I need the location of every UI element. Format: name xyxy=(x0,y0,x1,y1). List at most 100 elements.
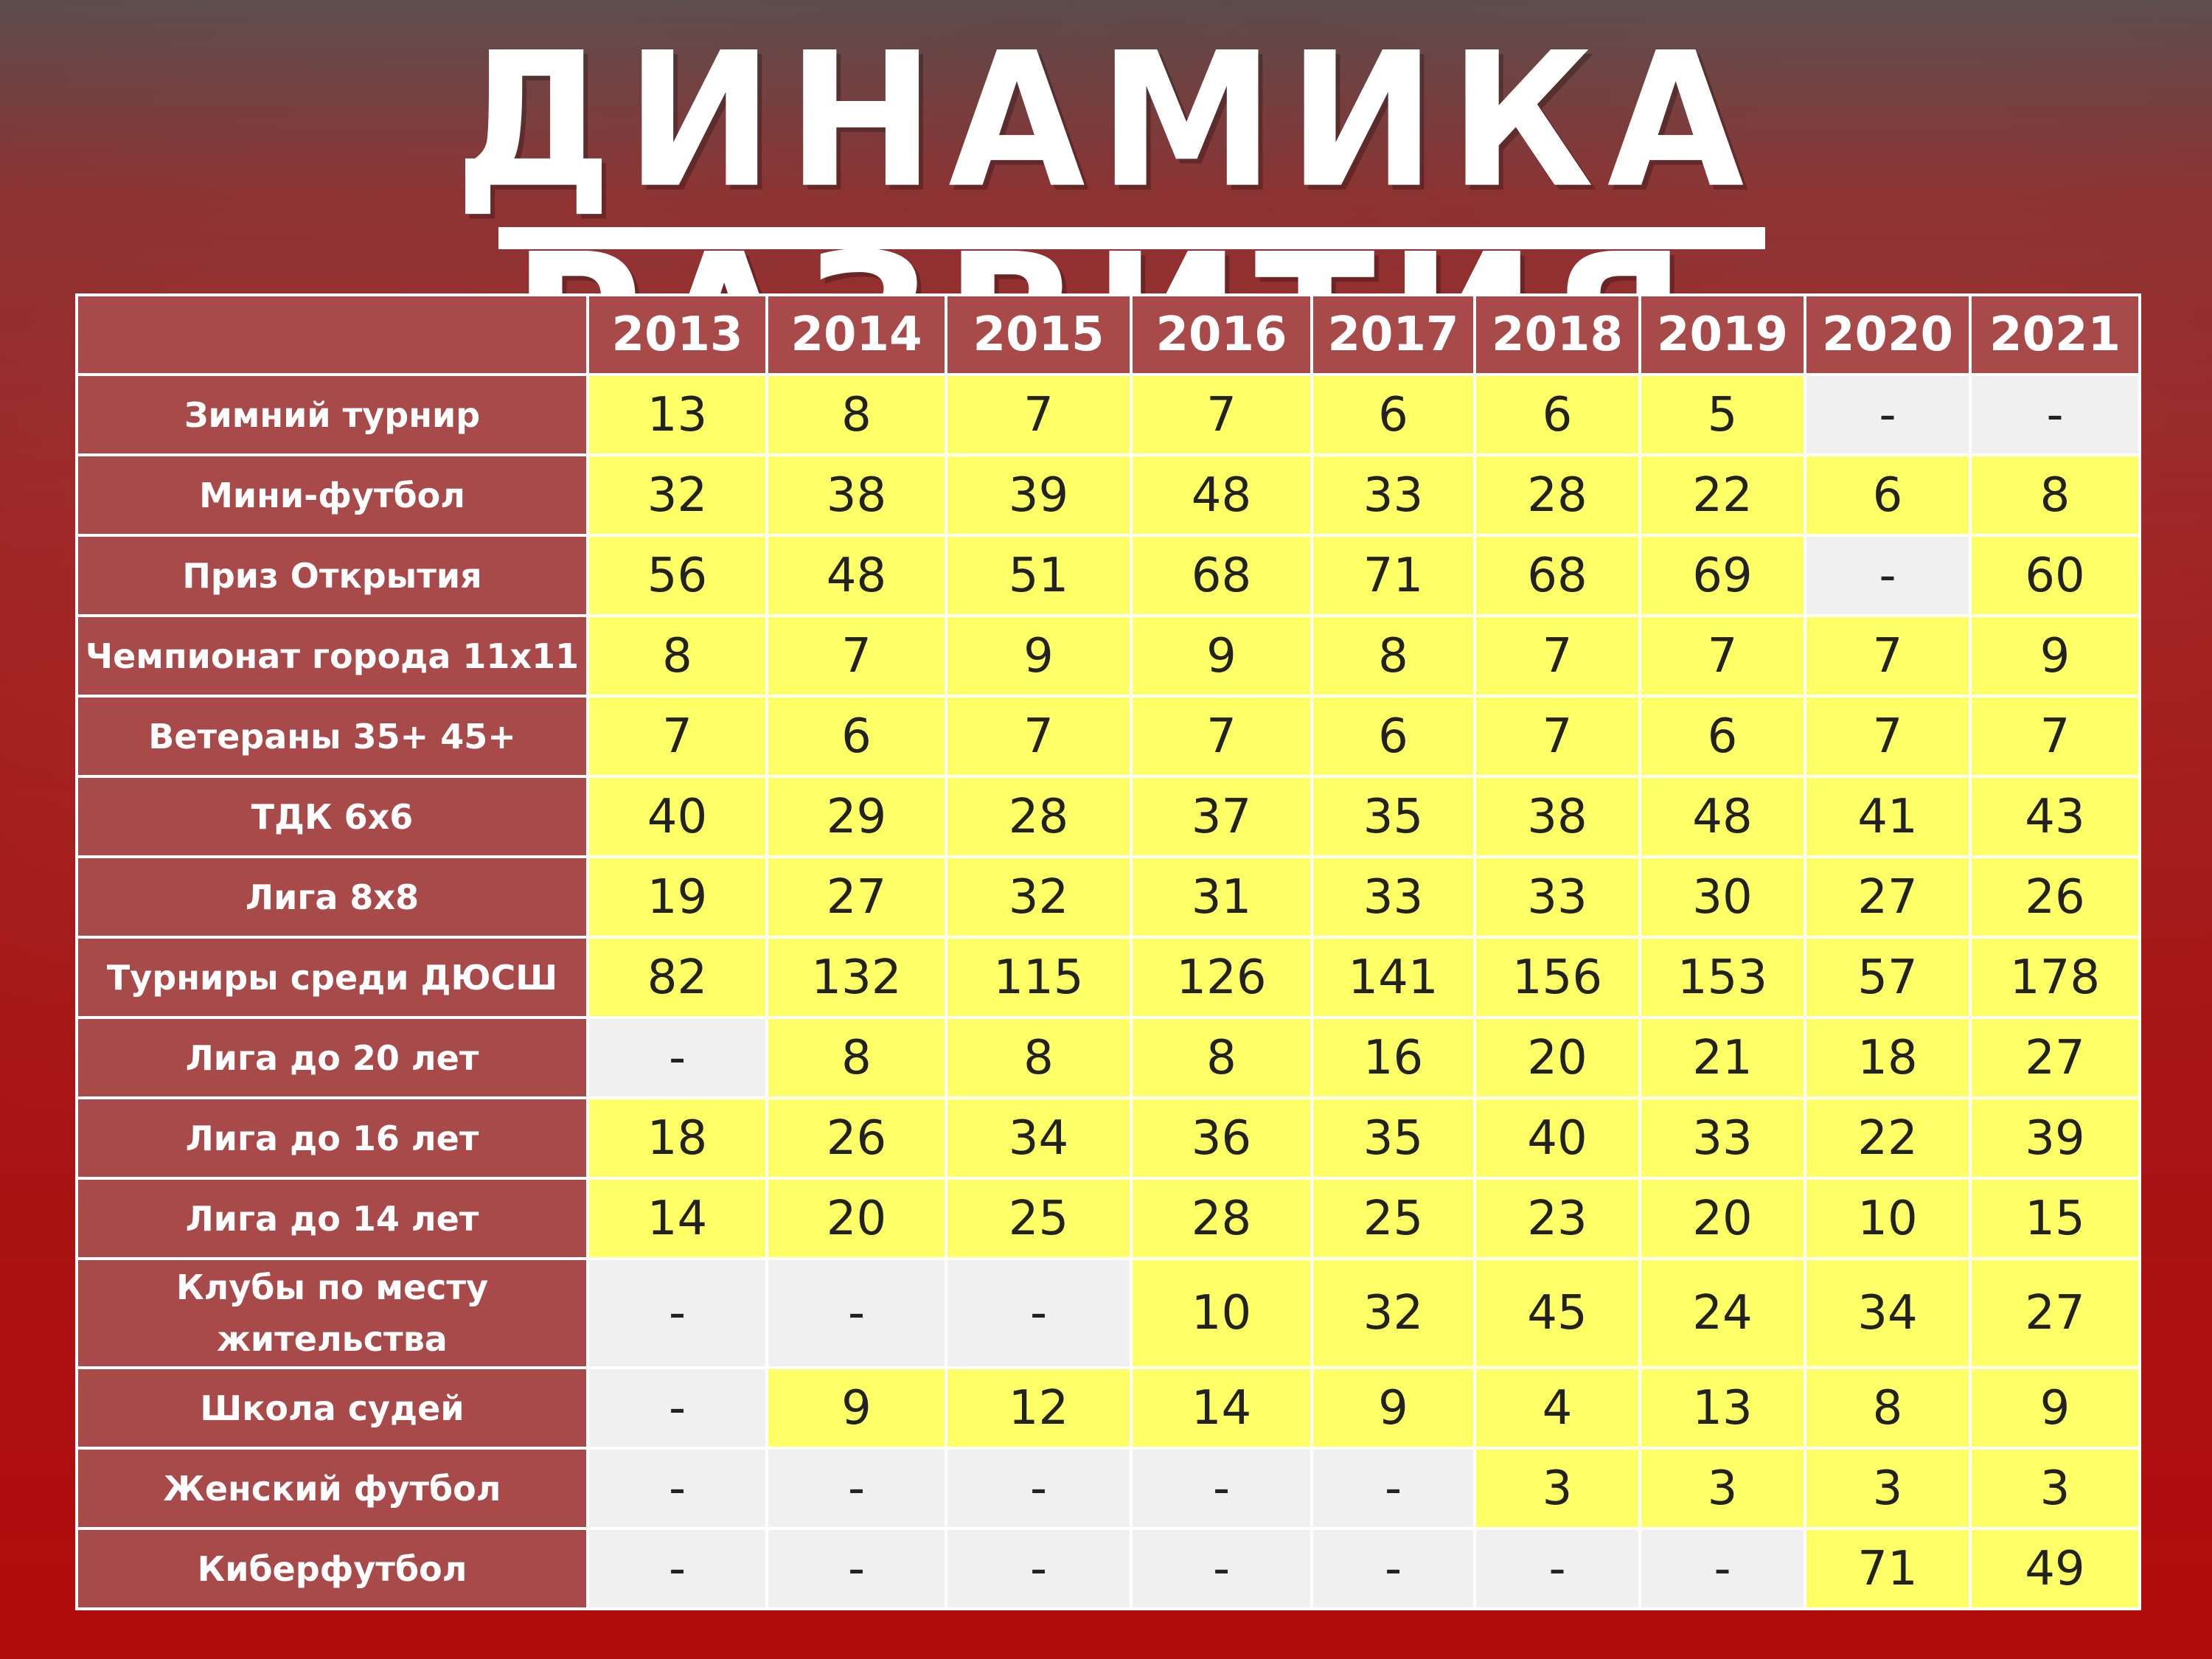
value-cell: 71 xyxy=(1804,1527,1972,1610)
table-row: Клубы по месту жительства - - -10 32 45 24 34 27 xyxy=(75,1257,2141,1369)
value-cell: 15 xyxy=(1969,1177,2141,1260)
value-cell: 16 xyxy=(1310,1016,1476,1099)
value-cell: 6 xyxy=(1310,695,1476,778)
value-cell: 41 xyxy=(1804,775,1972,858)
year-header-2020: 2020 xyxy=(1804,293,1972,376)
value-cell: - xyxy=(586,1366,768,1450)
value-cell: - xyxy=(586,1447,768,1530)
row-label: Чемпионат города 11х11 xyxy=(75,614,589,698)
value-cell: - xyxy=(586,1257,768,1369)
value-cell: 28 xyxy=(945,775,1133,858)
value-cell: 3 xyxy=(1473,1447,1641,1530)
value-cell: 3 xyxy=(1638,1447,1806,1530)
value-cell: - xyxy=(1130,1527,1313,1610)
value-cell: 12 xyxy=(945,1366,1133,1450)
value-cell: 4 xyxy=(1473,1366,1641,1450)
value-cell: 23 xyxy=(1473,1177,1641,1260)
value-cell: 71 xyxy=(1310,534,1476,617)
row-label: Мини-футбол xyxy=(75,453,589,537)
value-cell: 27 xyxy=(1969,1257,2141,1369)
value-cell: 32 xyxy=(1310,1257,1476,1369)
value-cell: - xyxy=(1638,1527,1806,1610)
table-row: Лига до 20 лет -8 8 8 16 20 21 18 27 xyxy=(75,1016,2141,1099)
year-header-2013: 2013 xyxy=(586,293,768,376)
value-cell: 26 xyxy=(765,1096,947,1180)
value-cell: 28 xyxy=(1473,453,1641,537)
value-cell: 14 xyxy=(586,1177,768,1260)
value-cell: 115 xyxy=(945,936,1133,1019)
value-cell: 40 xyxy=(1473,1096,1641,1180)
value-cell: 37 xyxy=(1130,775,1313,858)
value-cell: 9 xyxy=(1310,1366,1476,1450)
value-cell: 39 xyxy=(1969,1096,2141,1180)
value-cell: 7 xyxy=(1473,614,1641,698)
value-cell: 27 xyxy=(765,855,947,939)
value-cell: 48 xyxy=(1130,453,1313,537)
value-cell: 24 xyxy=(1638,1257,1806,1369)
title-underline xyxy=(498,227,1765,249)
value-cell: 18 xyxy=(1804,1016,1972,1099)
value-cell: - xyxy=(765,1447,947,1530)
value-cell: 7 xyxy=(1969,695,2141,778)
value-cell: 7 xyxy=(765,614,947,698)
value-cell: 153 xyxy=(1638,936,1806,1019)
value-cell: 7 xyxy=(1473,695,1641,778)
value-cell: 7 xyxy=(1130,373,1313,456)
row-label: Лига 8х8 xyxy=(75,855,589,939)
value-cell: 45 xyxy=(1473,1257,1641,1369)
row-label: Клубы по месту жительства xyxy=(75,1257,589,1369)
row-label: Лига до 20 лет xyxy=(75,1016,589,1099)
value-cell: 26 xyxy=(1969,855,2141,939)
value-cell: 20 xyxy=(1473,1016,1641,1099)
table-row: ТДК 6х6 40 29 28 37 35 38 48 41 43 xyxy=(75,775,2141,858)
value-cell: 25 xyxy=(945,1177,1133,1260)
value-cell: 14 xyxy=(1130,1366,1313,1450)
table-row: Женский футбол - - - - -3 3 3 3 xyxy=(75,1447,2141,1530)
value-cell: 33 xyxy=(1310,855,1476,939)
value-cell: 126 xyxy=(1130,936,1313,1019)
value-cell: 9 xyxy=(1969,614,2141,698)
value-cell: 141 xyxy=(1310,936,1476,1019)
value-cell: 27 xyxy=(1804,855,1972,939)
value-cell: 34 xyxy=(1804,1257,1972,1369)
value-cell: - xyxy=(1130,1447,1313,1530)
value-cell: 3 xyxy=(1804,1447,1972,1530)
value-cell: 13 xyxy=(1638,1366,1806,1450)
table-row: Киберфутбол - - - - - - -71 49 xyxy=(75,1527,2141,1610)
table-row: Ветераны 35+ 45+ 7 6 7 7 6 7 6 7 7 xyxy=(75,695,2141,778)
value-cell: 7 xyxy=(1638,614,1806,698)
value-cell: 56 xyxy=(586,534,768,617)
value-cell: 43 xyxy=(1969,775,2141,858)
value-cell: 3 xyxy=(1969,1447,2141,1530)
year-header-2016: 2016 xyxy=(1130,293,1313,376)
header-row: 2013 2014 2015 2016 2017 2018 2019 2020 2021 xyxy=(75,293,2141,376)
value-cell: 68 xyxy=(1473,534,1641,617)
row-label: Приз Открытия xyxy=(75,534,589,617)
value-cell: 20 xyxy=(765,1177,947,1260)
row-label: Киберфутбол xyxy=(75,1527,589,1610)
value-cell: 31 xyxy=(1130,855,1313,939)
value-cell: 32 xyxy=(586,453,768,537)
table-row: Лига до 14 лет 14 20 25 28 25 23 20 10 15 xyxy=(75,1177,2141,1260)
stats-table: 2013 2014 2015 2016 2017 2018 2019 2020 2021 Зимн… xyxy=(75,293,2141,1610)
table-row: Приз Открытия 56 48 51 68 71 68 69-60 xyxy=(75,534,2141,617)
row-label: Женский футбол xyxy=(75,1447,589,1530)
value-cell: 8 xyxy=(586,614,768,698)
value-cell: 7 xyxy=(945,695,1133,778)
value-cell: 18 xyxy=(586,1096,768,1180)
value-cell: 7 xyxy=(1130,695,1313,778)
value-cell: 8 xyxy=(1969,453,2141,537)
value-cell: 8 xyxy=(945,1016,1133,1099)
value-cell: 132 xyxy=(765,936,947,1019)
table-row: Зимний турнир 13 8 7 7 6 6 5- - xyxy=(75,373,2141,456)
value-cell: 28 xyxy=(1130,1177,1313,1260)
value-cell: 36 xyxy=(1130,1096,1313,1180)
value-cell: 30 xyxy=(1638,855,1806,939)
value-cell: 38 xyxy=(765,453,947,537)
row-label: Лига до 16 лет xyxy=(75,1096,589,1180)
value-cell: 6 xyxy=(765,695,947,778)
value-cell: 8 xyxy=(1130,1016,1313,1099)
value-cell: 21 xyxy=(1638,1016,1806,1099)
value-cell: - xyxy=(1310,1447,1476,1530)
value-cell: 32 xyxy=(945,855,1133,939)
